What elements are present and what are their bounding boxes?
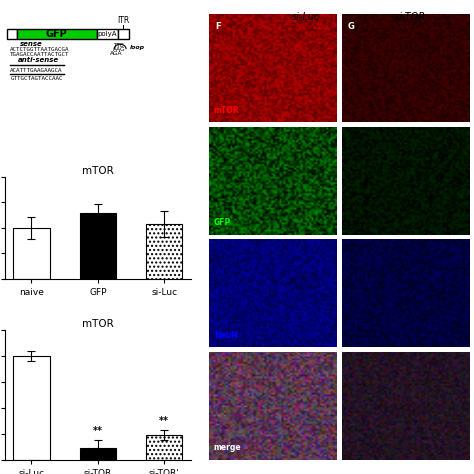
Bar [146,435,182,460]
FancyBboxPatch shape [7,29,17,39]
Text: sense: sense [19,41,42,46]
Text: **: ** [93,426,103,436]
Text: polyA: polyA [98,31,117,37]
Text: si-Luc: si-Luc [292,12,320,22]
Text: si-TOR: si-TOR [394,12,426,22]
Title: mTOR: mTOR [82,166,114,176]
Text: F: F [215,22,221,31]
Text: **: ** [159,416,169,426]
Text: GFP: GFP [214,218,231,227]
Text: TGAGACCAATTACTGCT: TGAGACCAATTACTGCT [10,52,70,57]
Text: mTOR: mTOR [214,106,239,115]
Text: ACTCTGGTTAATGACGA: ACTCTGGTTAATGACGA [10,47,70,52]
Text: G: G [348,22,355,31]
Bar [13,356,50,460]
Text: ITR: ITR [118,16,129,25]
Text: GTTGCTAGTACCAAC: GTTGCTAGTACCAAC [10,76,63,81]
Bar [80,213,116,279]
Title: mTOR: mTOR [82,319,114,329]
Text: GFP: GFP [46,29,68,39]
Bar [13,228,50,279]
Text: loop: loop [129,45,145,50]
Text: NeuN: NeuN [214,331,237,340]
FancyBboxPatch shape [17,29,97,39]
Text: TTC: TTC [113,43,123,48]
Text: ACATTTGAAGAAGCA: ACATTTGAAGAAGCA [10,68,63,73]
FancyBboxPatch shape [97,29,118,39]
Bar [80,448,116,460]
Text: AAG: AAG [113,47,125,52]
Bar [146,224,182,279]
Text: anti-sense: anti-sense [18,57,59,63]
Text: merge: merge [214,443,241,452]
FancyBboxPatch shape [118,29,128,39]
Text: AGA: AGA [110,51,122,56]
